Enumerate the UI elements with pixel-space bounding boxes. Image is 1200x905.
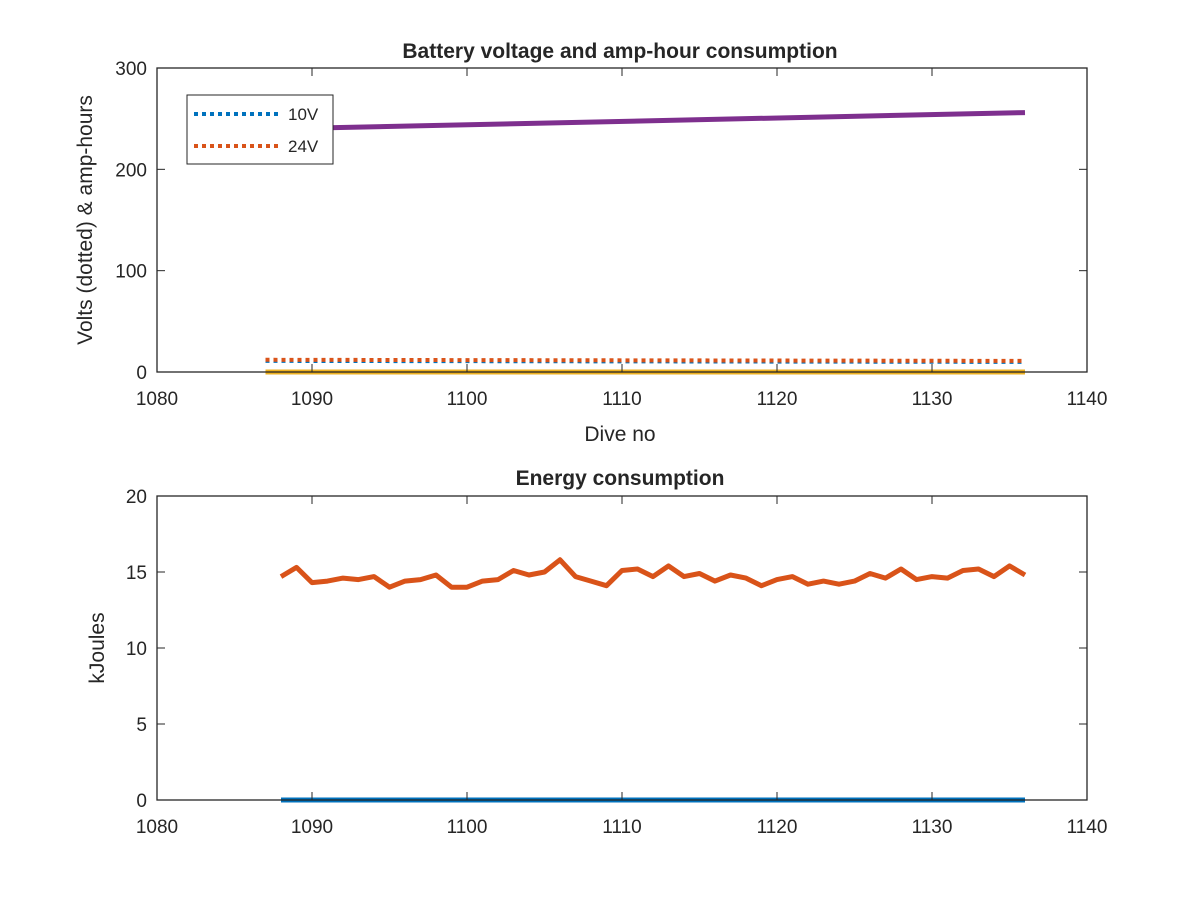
x-tick-label: 1140 <box>1067 389 1108 410</box>
x-tick-label: 1120 <box>757 389 798 410</box>
x-tick-label: 1090 <box>291 817 333 838</box>
legend-box <box>186 94 334 165</box>
y-tick-label: 200 <box>115 160 147 181</box>
series-group <box>265 110 1026 375</box>
y-tick-label: 5 <box>136 715 147 736</box>
x-tick-label: 1110 <box>602 817 641 838</box>
legend: 10V 24V <box>186 94 334 165</box>
series-line-3 <box>280 110 1026 132</box>
y-axis-label: kJoules <box>86 612 109 683</box>
tick-group: 1080 1090 1100 1110 1120 1130 1140 0 100 200 300 <box>115 59 1107 410</box>
legend-label-10v: 10V <box>288 105 319 124</box>
y-tick-label: 100 <box>115 262 147 283</box>
x-tick-label: 1080 <box>136 817 178 838</box>
y-axis-label: Volts (dotted) & amp-hours <box>74 95 97 345</box>
series-line-1 <box>279 557 1027 590</box>
x-tick-label: 1120 <box>757 817 798 838</box>
x-tick-label: 1100 <box>447 817 488 838</box>
x-tick-label: 1090 <box>291 389 333 410</box>
y-tick-label: 0 <box>136 363 147 384</box>
legend-label-24v: 24V <box>288 137 319 156</box>
x-axis-label: Dive no <box>584 423 655 446</box>
plot-battery: Battery voltage and amp-hour consumption… <box>74 40 1107 446</box>
series-line-1 <box>265 357 1026 363</box>
y-tick-label: 15 <box>126 563 147 584</box>
tick-group: 1080 1090 1100 1110 1120 1130 1140 0 5 10 15 20 <box>126 487 1108 838</box>
x-tick-label: 1100 <box>447 389 488 410</box>
x-tick-label: 1130 <box>912 389 953 410</box>
x-tick-label: 1140 <box>1067 817 1108 838</box>
series-group <box>279 557 1027 803</box>
x-tick-label: 1130 <box>912 817 953 838</box>
x-tick-label: 1110 <box>602 389 641 410</box>
axes-box <box>156 495 1088 801</box>
y-tick-label: 20 <box>126 487 147 508</box>
y-tick-label: 0 <box>136 791 147 812</box>
y-tick-label: 300 <box>115 59 147 80</box>
y-tick-label: 10 <box>126 639 147 660</box>
plot-energy: Energy consumption 1080 1090 1100 1110 1120 1… <box>86 467 1107 838</box>
x-tick-label: 1080 <box>136 389 178 410</box>
plot-title: Energy consumption <box>516 467 725 490</box>
plot-title: Battery voltage and amp-hour consumption <box>402 40 837 63</box>
